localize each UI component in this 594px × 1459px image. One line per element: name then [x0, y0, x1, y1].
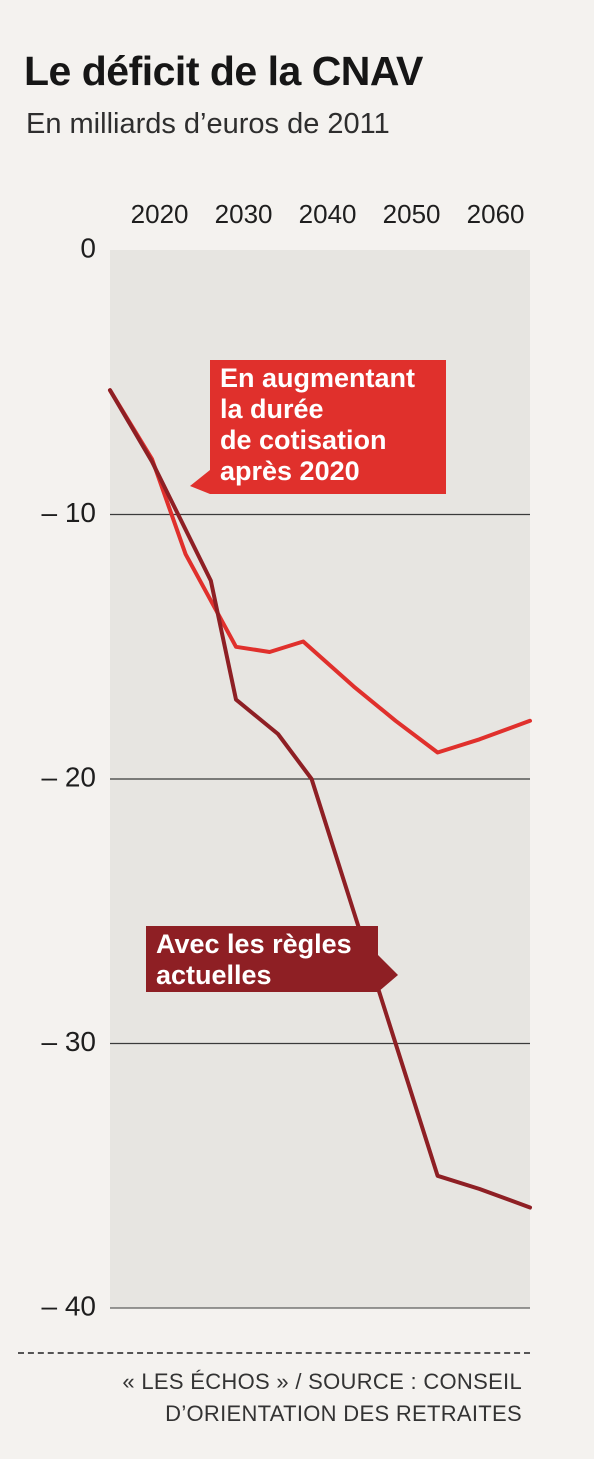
label-text-line: après 2020 — [220, 456, 360, 486]
y-tick-label: – 30 — [42, 1026, 97, 1057]
footer-divider — [18, 1352, 530, 1354]
label-box — [210, 360, 446, 494]
x-tick-label: 2050 — [383, 199, 441, 229]
x-tick-label: 2020 — [131, 199, 189, 229]
series-line-actuelles — [108, 388, 532, 1210]
label-pointer — [190, 470, 210, 494]
source-line-1: « LES ÉCHOS » / SOURCE : CONSEIL — [122, 1369, 522, 1394]
y-tick-label: – 40 — [42, 1290, 97, 1321]
x-tick-label: 2040 — [299, 199, 357, 229]
source-note: « LES ÉCHOS » / SOURCE : CONSEIL D’ORIEN… — [122, 1366, 522, 1430]
label-pointer — [378, 955, 398, 992]
label-text-line: actuelles — [156, 960, 272, 990]
y-tick-label: – 10 — [42, 497, 97, 528]
x-tick-label: 2030 — [215, 199, 273, 229]
label-text-line: Avec les règles — [156, 929, 352, 959]
label-text-line: de cotisation — [220, 425, 387, 455]
series-line-augmentant — [108, 388, 532, 755]
label-text-line: En augmentant — [220, 363, 415, 393]
y-tick-label: 0 — [80, 232, 96, 263]
chart-title: Le déficit de la CNAV — [24, 48, 423, 94]
label-text-line: la durée — [220, 394, 324, 424]
series-lines — [108, 388, 532, 1210]
y-tick-label: – 20 — [42, 761, 97, 792]
line-chart: 2020 2030 2040 2050 2060 0 – 10 – 20 – 30 – 40 E… — [42, 199, 532, 1321]
label-box — [146, 926, 378, 992]
y-axis-ticks: 0 – 10 – 20 – 30 – 40 — [42, 232, 97, 1321]
source-line-2: D’ORIENTATION DES RETRAITES — [165, 1401, 522, 1426]
x-tick-label: 2060 — [467, 199, 525, 229]
chart-subtitle: En milliards d’euros de 2011 — [26, 108, 390, 140]
x-axis-ticks: 2020 2030 2040 2050 2060 — [131, 199, 525, 229]
